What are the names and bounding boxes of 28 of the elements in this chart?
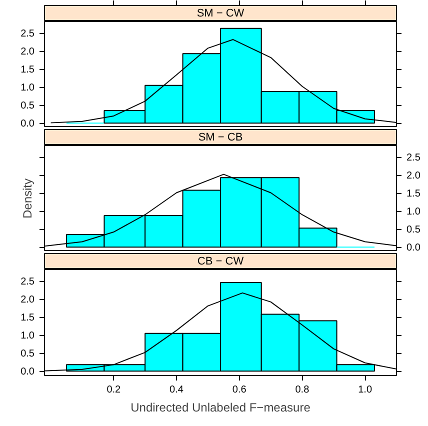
x-tick-label: 0.6	[232, 384, 247, 396]
y-tick-label: 1.5	[20, 312, 35, 324]
y-tick-label: 0.0	[20, 118, 35, 130]
y-tick-label: 0.0	[20, 366, 35, 378]
y-tick-label: 2.0	[406, 170, 421, 182]
x-tick-label: 0.2	[106, 384, 122, 396]
y-axis-title: Density	[20, 178, 34, 219]
y-tick-label: 2.5	[406, 152, 421, 164]
x-axis-title: Undirected Unlabeled F−measure	[130, 400, 311, 414]
x-tick-label: 1.0	[358, 384, 372, 396]
x-tick-label: 0.4	[170, 384, 184, 396]
chart-title: CB − CW	[197, 256, 244, 268]
y-tick-label: 2.0	[20, 46, 35, 58]
y-tick-label: 0.5	[406, 224, 421, 236]
y-tick-label: 2.5	[20, 276, 35, 288]
y-tick-label: 1.5	[20, 64, 35, 76]
y-tick-label: 1.5	[406, 188, 421, 200]
y-tick-label: 0.5	[20, 348, 35, 360]
y-tick-label: 2.5	[20, 28, 35, 40]
y-tick-label: 1.0	[406, 206, 421, 218]
chart-title: SM − CB	[198, 132, 243, 144]
x-tick-label: 0.8	[295, 384, 310, 396]
y-tick-label: 1.0	[20, 330, 35, 342]
y-tick-label: 2.0	[20, 294, 35, 306]
chart-title: SM − CW	[196, 8, 245, 20]
y-tick-label: 0.5	[20, 100, 35, 112]
y-tick-label: 1.0	[20, 82, 35, 94]
y-tick-label: 0.0	[406, 242, 421, 254]
